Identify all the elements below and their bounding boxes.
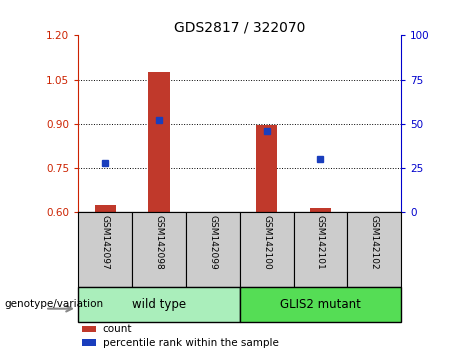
Text: count: count — [102, 324, 132, 334]
Bar — [78, 287, 240, 322]
Text: GSM142101: GSM142101 — [316, 215, 325, 269]
Bar — [310, 208, 331, 212]
Bar — [82, 326, 96, 332]
Bar — [294, 212, 347, 287]
Title: GDS2817 / 322070: GDS2817 / 322070 — [174, 20, 305, 34]
Text: GLIS2 mutant: GLIS2 mutant — [280, 298, 361, 311]
Text: genotype/variation: genotype/variation — [5, 299, 104, 309]
Bar — [132, 212, 186, 287]
Text: GSM142098: GSM142098 — [154, 215, 164, 269]
Bar — [186, 212, 240, 287]
Bar — [240, 287, 401, 322]
Text: GSM142102: GSM142102 — [370, 215, 378, 269]
Bar — [148, 72, 170, 212]
Bar — [256, 125, 278, 212]
Bar — [95, 205, 116, 212]
Bar — [240, 212, 294, 287]
Text: percentile rank within the sample: percentile rank within the sample — [102, 337, 278, 348]
Text: GSM142099: GSM142099 — [208, 215, 217, 269]
Text: GSM142100: GSM142100 — [262, 215, 271, 269]
Text: wild type: wild type — [132, 298, 186, 311]
Bar — [78, 212, 132, 287]
Bar — [347, 212, 401, 287]
Text: GSM142097: GSM142097 — [101, 215, 110, 269]
Bar — [82, 339, 96, 346]
